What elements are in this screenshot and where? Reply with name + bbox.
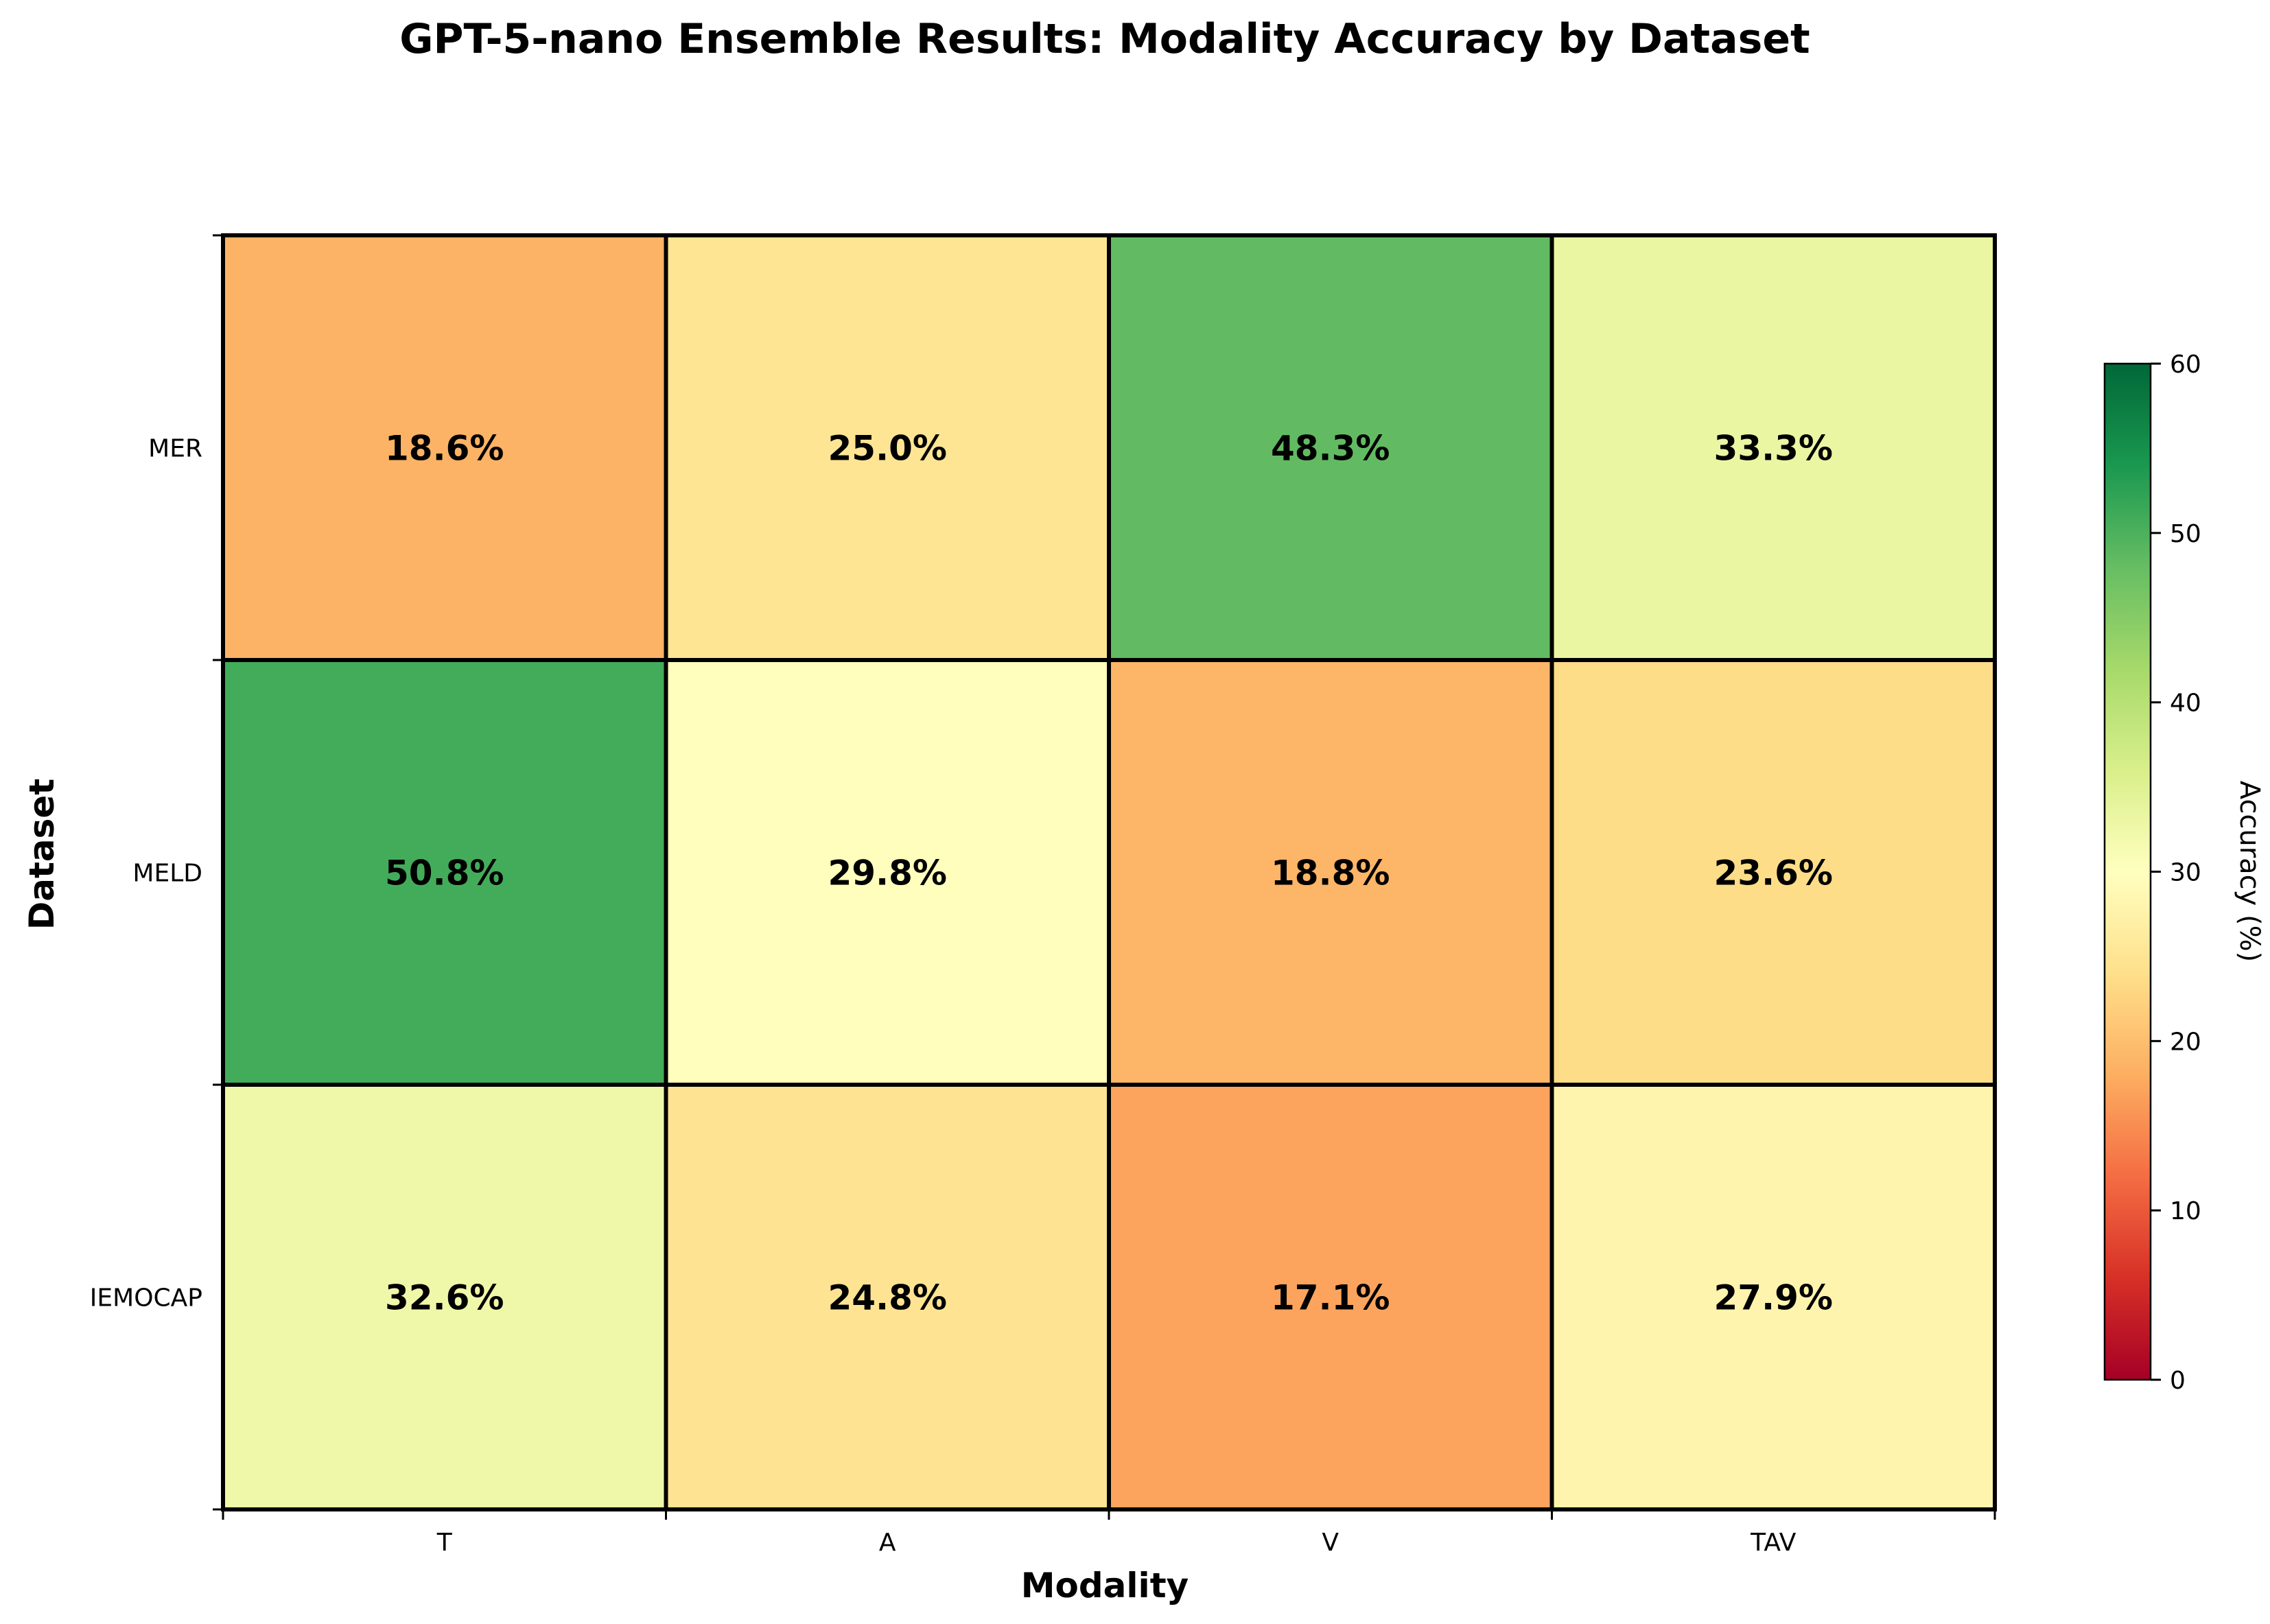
cell-value-label: 48.3% xyxy=(1271,429,1390,469)
cell-value-label: 27.9% xyxy=(1714,1278,1833,1318)
y-axis-label: Dataset xyxy=(22,779,62,930)
cell-value-label: 25.0% xyxy=(828,429,947,469)
y-tick-label: IEMOCAP xyxy=(90,1284,202,1313)
cell-value-label: 17.1% xyxy=(1271,1278,1390,1318)
cell-value-label: 32.6% xyxy=(385,1278,504,1318)
x-tick-label: V xyxy=(1322,1529,1339,1557)
heatmap-cell xyxy=(1549,1083,1997,1511)
colorbar-tick-label: 10 xyxy=(2170,1197,2201,1225)
heatmap-cell xyxy=(221,1083,668,1511)
colorbar-label: Accuracy (%) xyxy=(2234,781,2265,963)
heatmap-cell xyxy=(221,658,668,1087)
cell-value-label: 23.6% xyxy=(1714,854,1833,893)
colorbar: 0 10 20 30 40 50 60 Accuracy (%) xyxy=(2103,351,2265,1395)
colorbar-ticks: 0 10 20 30 40 50 60 xyxy=(2151,351,2201,1395)
heatmap-cell xyxy=(1107,233,1554,662)
heatmap-cells xyxy=(221,233,1997,1511)
y-axis-ticks: MER MELD IEMOCAP xyxy=(90,234,223,1511)
x-tick-label: A xyxy=(879,1529,896,1557)
y-tick-label: MELD xyxy=(132,860,202,888)
x-axis-ticks: T A V TAV xyxy=(222,1509,1996,1557)
colorbar-tick-label: 0 xyxy=(2170,1367,2186,1395)
heatmap-cell xyxy=(664,658,1111,1087)
cell-value-label: 18.6% xyxy=(385,429,504,469)
heatmap-cell xyxy=(221,233,668,662)
colorbar-tick-label: 40 xyxy=(2170,690,2201,718)
heatmap-cell xyxy=(1549,233,1997,662)
colorbar-gradient xyxy=(2103,362,2152,1381)
colorbar-tick-label: 20 xyxy=(2170,1028,2201,1056)
heatmap-cell xyxy=(1549,658,1997,1087)
cell-value-label: 24.8% xyxy=(828,1278,947,1318)
y-tick-label: MER xyxy=(148,435,202,463)
x-tick-label: TAV xyxy=(1750,1529,1797,1557)
cell-value-label: 50.8% xyxy=(385,854,504,893)
heatmap-cell xyxy=(664,1083,1111,1511)
heatmap-cell xyxy=(664,233,1111,662)
colorbar-tick-label: 30 xyxy=(2170,859,2201,887)
heatmap-cell-labels: 18.6% 25.0% 48.3% 33.3% 50.8% 29.8% 18.8% 23.6%… xyxy=(385,429,1833,1318)
colorbar-tick-label: 50 xyxy=(2170,520,2201,548)
cell-value-label: 29.8% xyxy=(828,854,947,893)
x-axis-label: Modality xyxy=(1021,1566,1189,1605)
cell-value-label: 18.8% xyxy=(1271,854,1390,893)
colorbar-tick-label: 60 xyxy=(2170,351,2201,379)
cell-value-label: 33.3% xyxy=(1714,429,1833,469)
x-tick-label: T xyxy=(436,1529,453,1557)
chart-title: GPT-5-nano Ensemble Results: Modality Ac… xyxy=(399,15,1810,63)
